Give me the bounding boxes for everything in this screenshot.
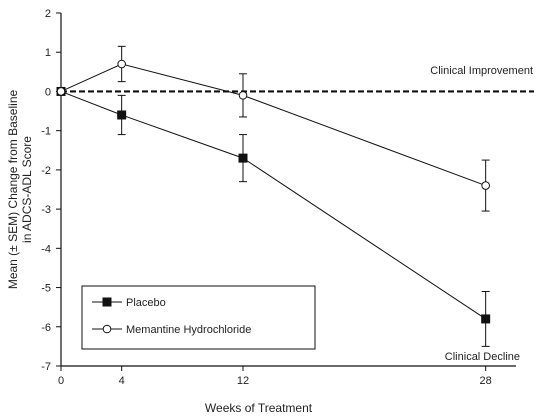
x-tick-label: 4: [119, 375, 125, 387]
series-line: [60, 63, 486, 187]
data-point-circle: [481, 181, 490, 190]
legend-marker-placebo: [102, 297, 112, 307]
x-tick-label: 0: [58, 375, 64, 387]
y-tick-label: -6: [41, 322, 51, 334]
series-memantine: [56, 45, 490, 212]
legend-box: [81, 285, 316, 350]
x-axis-title: Weeks of Treatment: [205, 401, 313, 415]
y-tick-label: -1: [41, 126, 51, 138]
y-tick-label: 1: [45, 47, 51, 59]
y-tick-label: -4: [41, 243, 51, 255]
y-tick-label: 0: [45, 86, 51, 98]
clinical-decline-annotation: Clinical Decline: [445, 351, 520, 363]
data-point-circle: [117, 59, 126, 69]
y-axis-title-line-2: in ADCS-ADL Score: [20, 136, 34, 243]
legend-item-placebo: Placebo: [92, 297, 166, 309]
y-axis-title-line-1: Mean (± SEM) Change from Baseline: [6, 90, 20, 290]
legend: Placebo Memantine Hydrochloride: [81, 285, 316, 350]
y-tick-label: -7: [41, 361, 51, 373]
x-axis: 0 4 12 28: [58, 365, 516, 387]
legend-item-memantine: Memantine Hydrochloride: [92, 324, 251, 336]
clinical-improvement-annotation: Clinical Improvement: [430, 65, 533, 77]
x-tick-label: 12: [237, 375, 249, 387]
y-tick-label: 2: [45, 8, 51, 20]
series-line: [60, 90, 486, 320]
series-layer: [56, 45, 491, 347]
data-point-square: [481, 314, 491, 324]
legend-label-placebo: Placebo: [126, 297, 166, 309]
y-tick-label: -5: [41, 283, 51, 295]
data-point-square: [117, 110, 127, 120]
y-axis-title: Mean (± SEM) Change from Baseline in ADC…: [6, 90, 34, 290]
x-tick-label: 28: [480, 375, 492, 387]
y-tick-label: -3: [41, 204, 51, 216]
data-point-circle: [56, 87, 66, 96]
data-point-square: [238, 153, 248, 163]
data-point-circle: [238, 91, 248, 100]
y-tick-label: -2: [41, 165, 51, 177]
y-axis: 2 1 0 -1 -2 -3 -4 -5 -6 -7: [41, 8, 62, 373]
legend-marker-memantine: [102, 324, 112, 334]
legend-label-memantine: Memantine Hydrochloride: [126, 324, 251, 336]
